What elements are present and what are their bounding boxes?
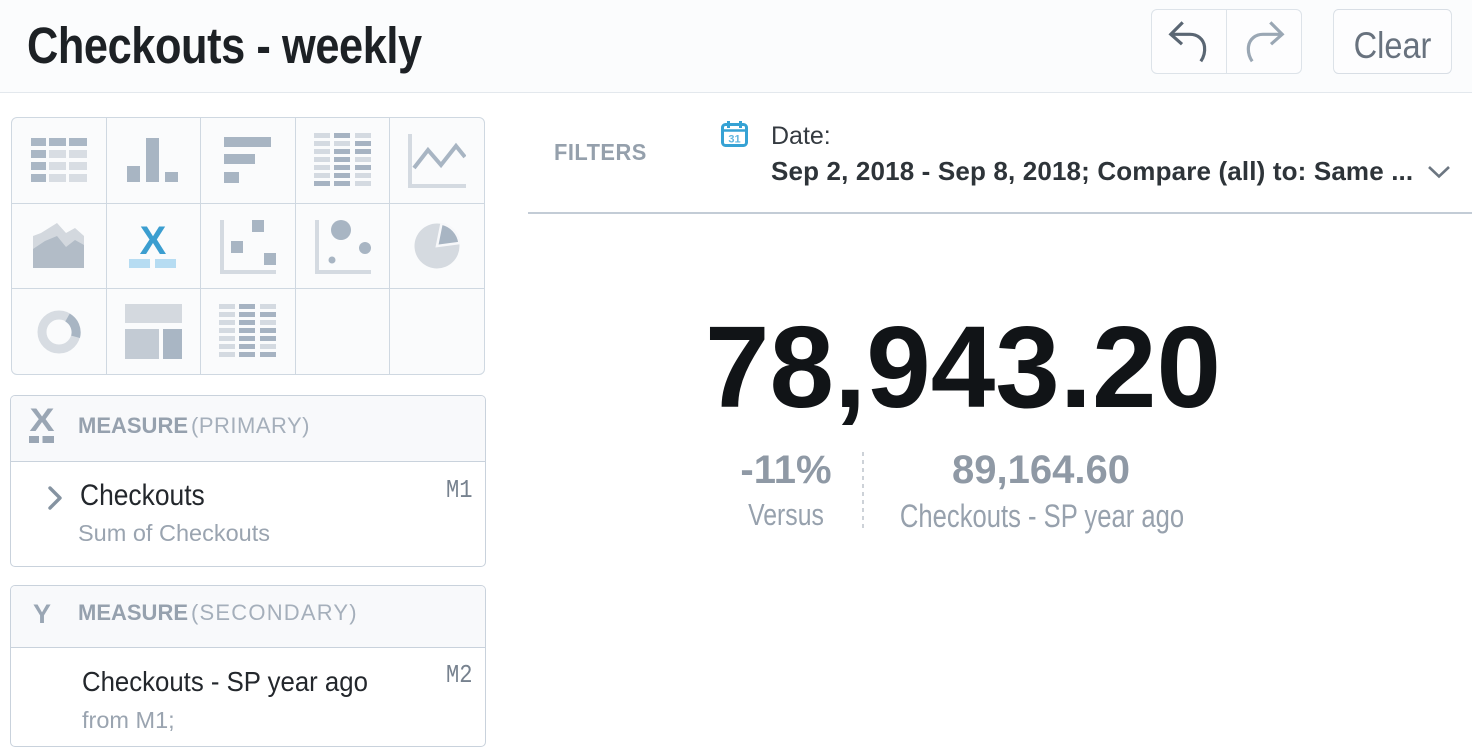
svg-text:X: X xyxy=(140,224,167,263)
svg-text:Y: Y xyxy=(33,602,51,626)
svg-text:31: 31 xyxy=(728,134,740,146)
svg-text:X: X xyxy=(30,407,56,438)
